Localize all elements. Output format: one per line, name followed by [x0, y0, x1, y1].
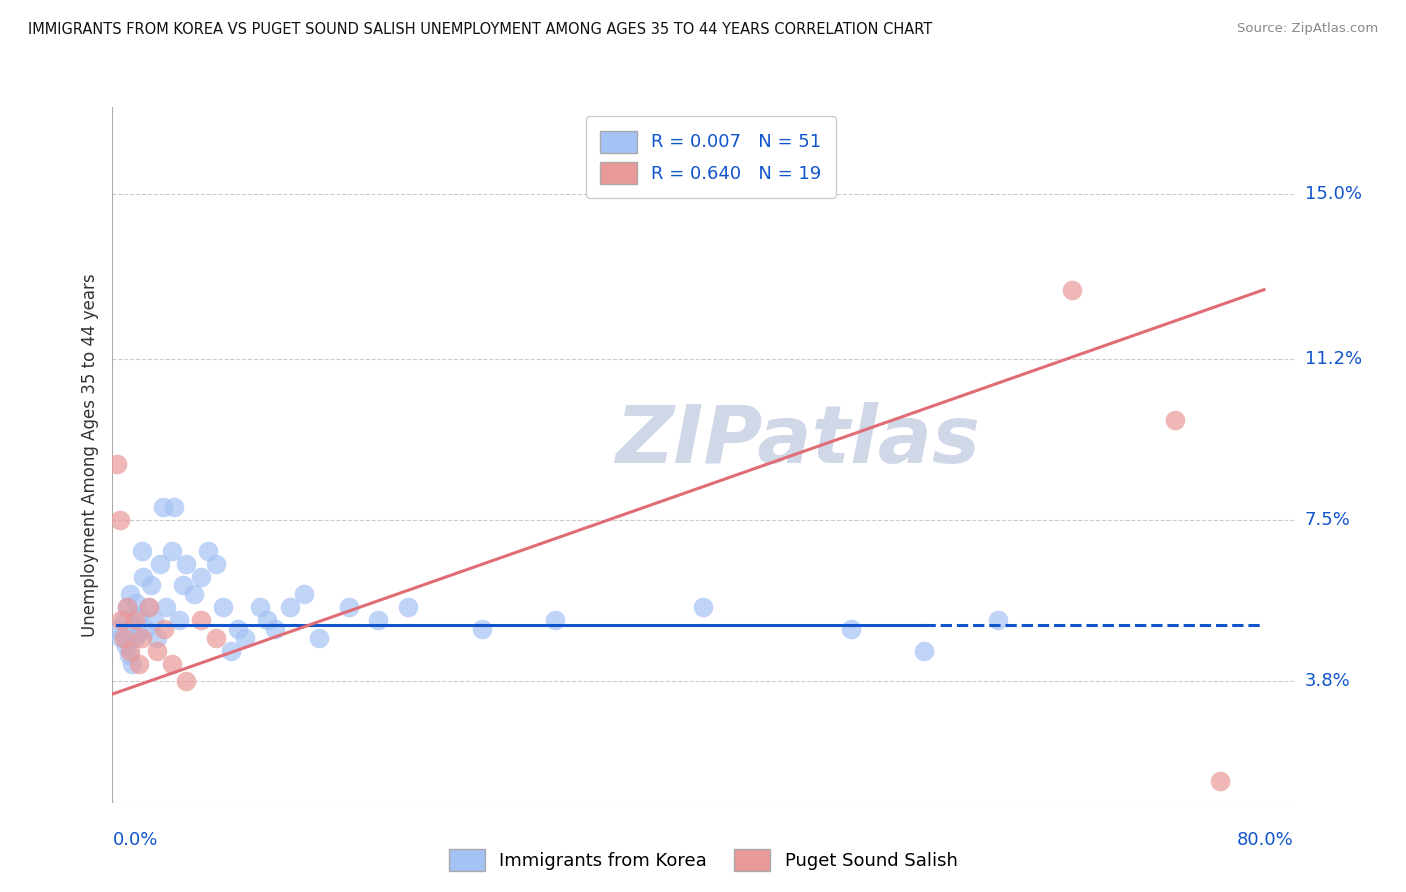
Point — [396, 600, 419, 615]
Point — [107, 622, 129, 636]
Point — [292, 587, 315, 601]
Point — [132, 570, 155, 584]
Point — [174, 557, 197, 571]
Text: 3.8%: 3.8% — [1305, 672, 1350, 690]
Point — [136, 600, 159, 615]
Point — [470, 622, 494, 636]
Point — [249, 600, 271, 615]
Point — [128, 608, 150, 623]
Point — [167, 613, 190, 627]
Point — [134, 622, 156, 636]
Text: 15.0%: 15.0% — [1305, 185, 1361, 203]
Point — [146, 631, 169, 645]
Text: ZIPatlas: ZIPatlas — [614, 402, 980, 480]
Point — [142, 613, 165, 627]
Point — [105, 457, 128, 471]
Point — [914, 643, 936, 657]
Point — [160, 657, 183, 671]
Point — [839, 622, 862, 636]
Point — [153, 622, 176, 636]
Point — [160, 543, 183, 558]
Text: Source: ZipAtlas.com: Source: ZipAtlas.com — [1237, 22, 1378, 36]
Legend: Immigrants from Korea, Puget Sound Salish: Immigrants from Korea, Puget Sound Salis… — [441, 842, 965, 879]
Y-axis label: Unemployment Among Ages 35 to 44 years: Unemployment Among Ages 35 to 44 years — [80, 273, 98, 637]
Point — [233, 631, 256, 645]
Point — [212, 600, 235, 615]
Point — [118, 648, 141, 662]
Point — [190, 613, 212, 627]
Point — [226, 622, 249, 636]
Text: 0.0%: 0.0% — [112, 830, 157, 848]
Point — [197, 543, 219, 558]
Point — [183, 587, 205, 601]
Point — [131, 631, 153, 645]
Point — [308, 631, 330, 645]
Point — [264, 622, 287, 636]
Point — [1062, 283, 1084, 297]
Point — [131, 543, 153, 558]
Point — [692, 600, 714, 615]
Point — [278, 600, 301, 615]
Point — [367, 613, 389, 627]
Point — [256, 613, 278, 627]
Point — [205, 557, 228, 571]
Point — [112, 613, 135, 627]
Point — [337, 600, 360, 615]
Point — [146, 643, 169, 657]
Point — [120, 643, 142, 657]
Point — [110, 631, 132, 645]
Point — [1164, 413, 1187, 427]
Point — [155, 600, 177, 615]
Point — [108, 513, 131, 527]
Text: 7.5%: 7.5% — [1305, 511, 1351, 529]
Point — [124, 631, 146, 645]
Point — [124, 613, 146, 627]
Point — [114, 639, 136, 653]
Text: 11.2%: 11.2% — [1305, 351, 1362, 368]
Point — [172, 578, 194, 592]
Point — [219, 643, 242, 657]
Point — [110, 613, 132, 627]
Point — [174, 674, 197, 689]
Point — [120, 587, 142, 601]
Point — [152, 500, 174, 514]
Point — [128, 657, 150, 671]
Legend: R = 0.007   N = 51, R = 0.640   N = 19: R = 0.007 N = 51, R = 0.640 N = 19 — [586, 116, 835, 198]
Point — [125, 596, 148, 610]
Point — [127, 626, 149, 640]
Point — [138, 600, 160, 615]
Text: 80.0%: 80.0% — [1237, 830, 1294, 848]
Point — [117, 600, 138, 615]
Point — [205, 631, 228, 645]
Point — [987, 613, 1010, 627]
Point — [122, 617, 145, 632]
Point — [139, 578, 162, 592]
Point — [190, 570, 212, 584]
Point — [1208, 774, 1232, 789]
Point — [117, 600, 138, 615]
Point — [163, 500, 186, 514]
Text: IMMIGRANTS FROM KOREA VS PUGET SOUND SALISH UNEMPLOYMENT AMONG AGES 35 TO 44 YEA: IMMIGRANTS FROM KOREA VS PUGET SOUND SAL… — [28, 22, 932, 37]
Point — [121, 657, 143, 671]
Point — [112, 631, 135, 645]
Point — [544, 613, 567, 627]
Point — [149, 557, 172, 571]
